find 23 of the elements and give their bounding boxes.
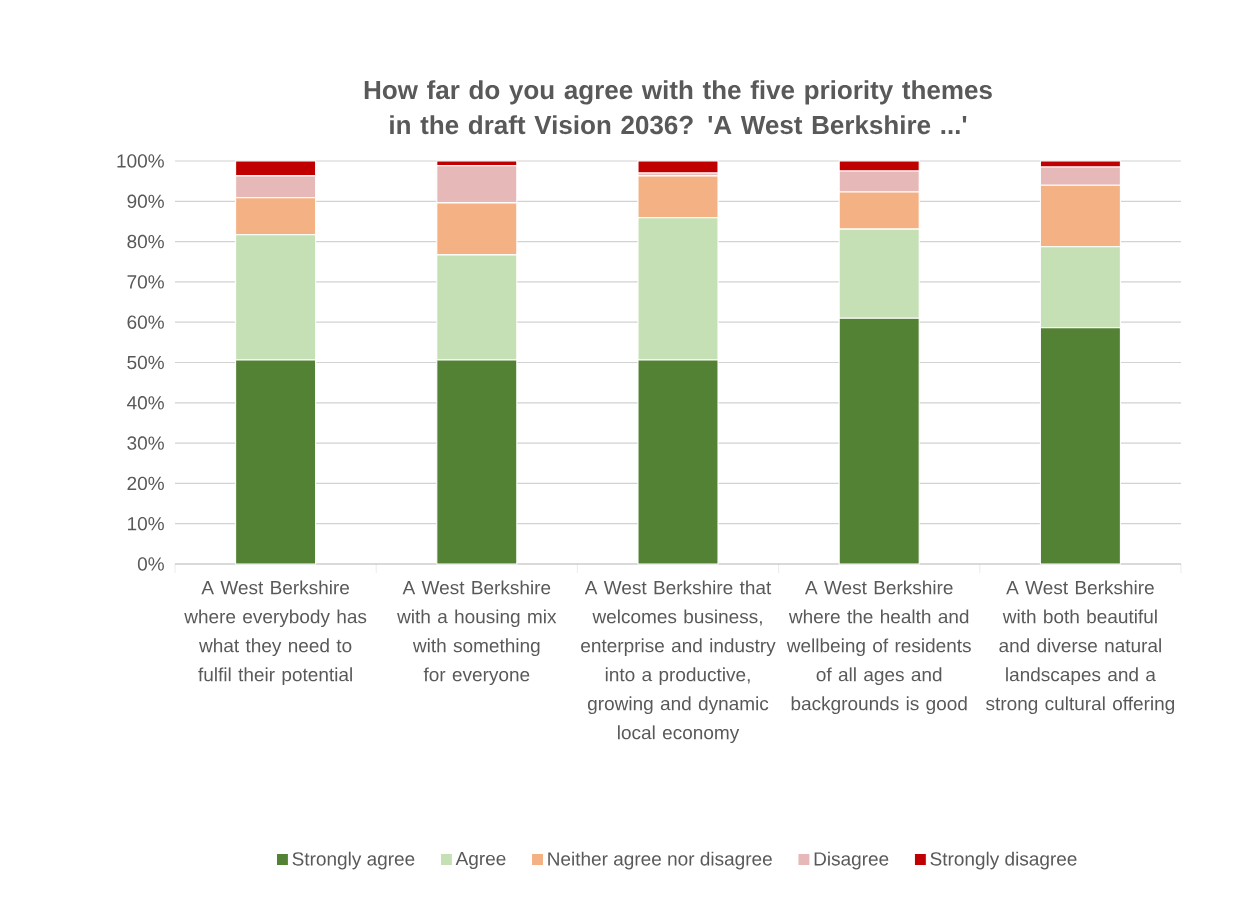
y-tick-label: 90%	[127, 194, 164, 209]
y-tick-label: 70%	[127, 275, 164, 289]
chart-title: How far do you agree with the five priority themes in the draft Vision 2036? 'A West Berkshire ...'	[364, 80, 992, 135]
y-tick-label: 30%	[127, 436, 164, 450]
bar	[637, 160, 719, 174]
legend-label: Strongly agree	[292, 851, 415, 870]
legend-label: Disagree	[814, 851, 889, 870]
y-tick-label: 50%	[127, 355, 164, 370]
legend-label: Strongly disagree	[930, 851, 1077, 870]
x-tick-label: A West Berkshire where the health and wellbeing of residents of all ages and backgrounds is good	[786, 580, 971, 715]
x-tick-label: A West Berkshire that welcomes business, enterprise and industry into a productive, growing and dynamic local economy	[581, 580, 776, 744]
y-tick-label: 100%	[117, 154, 164, 168]
y-tick-label: 80%	[127, 234, 164, 249]
legend-label: Agree	[455, 852, 506, 870]
y-tick-label: 40%	[127, 396, 164, 410]
y-tick-label: 20%	[127, 476, 164, 491]
y-tick-label: 10%	[128, 516, 164, 531]
x-tick-label: A West Berkshire with a housing mix with something for everyone	[397, 580, 557, 686]
y-tick-label: 60%	[127, 315, 164, 329]
x-tick-label: A West Berkshire where everybody has what they need to fulfil their potential	[184, 580, 367, 686]
legend-label: Neither agree nor disagree	[548, 851, 772, 870]
y-tick-label: 0%	[137, 557, 164, 571]
x-tick-label: A West Berkshire with both beautiful and diverse natural landscapes and a strong cultural offering	[986, 580, 1175, 715]
